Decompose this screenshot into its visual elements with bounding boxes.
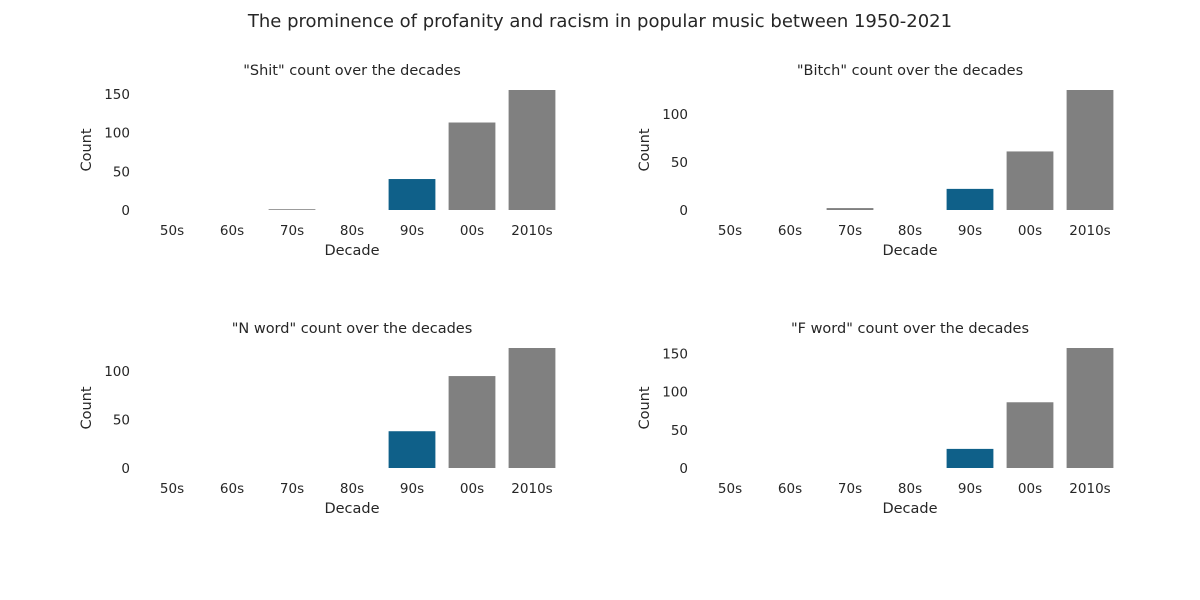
chart-panel-3: "N word" count over the decades 50s 60s 70s… [79, 321, 556, 517]
x-tick-label: 60s [220, 481, 244, 497]
x-tick-label: 90s [400, 223, 424, 239]
bar-90s [946, 448, 994, 468]
chart-title: "F word" count over the decades [791, 321, 1029, 337]
chart-title: "N word" count over the decades [232, 321, 473, 337]
y-tick-label: 0 [121, 203, 130, 219]
y-axis-label: Count [637, 128, 653, 171]
x-tick-label: 00s [460, 481, 484, 497]
y-tick-label: 100 [104, 364, 130, 380]
x-tick-label: 80s [898, 481, 922, 497]
x-tick-label: 70s [280, 481, 304, 497]
x-tick-label: 90s [400, 481, 424, 497]
bar-70s [826, 208, 874, 210]
x-tick-label: 90s [958, 223, 982, 239]
x-tick-label: 60s [778, 223, 802, 239]
y-tick-label: 50 [113, 413, 130, 429]
bar-2010s [508, 348, 556, 468]
y-tick-label: 50 [671, 423, 688, 439]
bar-00s [448, 122, 496, 210]
x-tick-label: 50s [160, 481, 184, 497]
x-tick-label: 00s [1018, 481, 1042, 497]
bar-90s [388, 431, 436, 468]
x-axis-label: Decade [882, 501, 937, 517]
bar-2010s [1066, 90, 1114, 210]
x-tick-label: 70s [838, 481, 862, 497]
bar-2010s [1066, 348, 1114, 468]
y-tick-label: 0 [679, 203, 688, 219]
bar-2010s [508, 90, 556, 210]
x-tick-label: 00s [460, 223, 484, 239]
x-tick-label: 50s [718, 223, 742, 239]
x-tick-label: 2010s [511, 223, 552, 239]
x-tick-label: 00s [1018, 223, 1042, 239]
x-tick-label: 2010s [511, 481, 552, 497]
bar-70s [268, 209, 316, 210]
x-tick-label: 60s [778, 481, 802, 497]
x-tick-label: 80s [340, 223, 364, 239]
x-tick-label: 2010s [1069, 481, 1110, 497]
y-tick-label: 0 [121, 461, 130, 477]
x-tick-label: 60s [220, 223, 244, 239]
x-axis-label: Decade [882, 243, 937, 259]
x-axis-label: Decade [324, 243, 379, 259]
chart-panel-4: "F word" count over the decades 50s 60s 70s… [637, 321, 1114, 517]
y-tick-label: 150 [662, 346, 688, 362]
x-tick-label: 2010s [1069, 223, 1110, 239]
x-tick-label: 70s [280, 223, 304, 239]
bar-00s [448, 376, 496, 468]
bar-00s [1006, 151, 1054, 210]
figure-title: The prominence of profanity and racism i… [247, 11, 952, 32]
bar-90s [388, 179, 436, 210]
x-tick-label: 70s [838, 223, 862, 239]
x-tick-label: 50s [160, 223, 184, 239]
x-tick-label: 50s [718, 481, 742, 497]
y-axis-label: Count [79, 128, 95, 171]
y-tick-label: 0 [679, 461, 688, 477]
chart-panel-1: "Shit" count over the decades 50s 60s 70s 80… [79, 63, 556, 259]
y-tick-label: 100 [662, 107, 688, 123]
y-tick-label: 50 [671, 155, 688, 171]
x-axis-label: Decade [324, 501, 379, 517]
y-tick-label: 50 [113, 164, 130, 180]
x-tick-label: 80s [898, 223, 922, 239]
bar-00s [1006, 402, 1054, 468]
chart-title: "Bitch" count over the decades [797, 63, 1023, 79]
x-tick-label: 80s [340, 481, 364, 497]
x-tick-label: 90s [958, 481, 982, 497]
chart-panel-2: "Bitch" count over the decades 50s 60s 70s 8… [637, 63, 1114, 259]
y-tick-label: 150 [104, 87, 130, 103]
y-tick-label: 100 [662, 385, 688, 401]
y-axis-label: Count [79, 386, 95, 429]
chart-title: "Shit" count over the decades [243, 63, 461, 79]
y-tick-label: 100 [104, 126, 130, 142]
bar-90s [946, 188, 994, 210]
y-axis-label: Count [637, 386, 653, 429]
